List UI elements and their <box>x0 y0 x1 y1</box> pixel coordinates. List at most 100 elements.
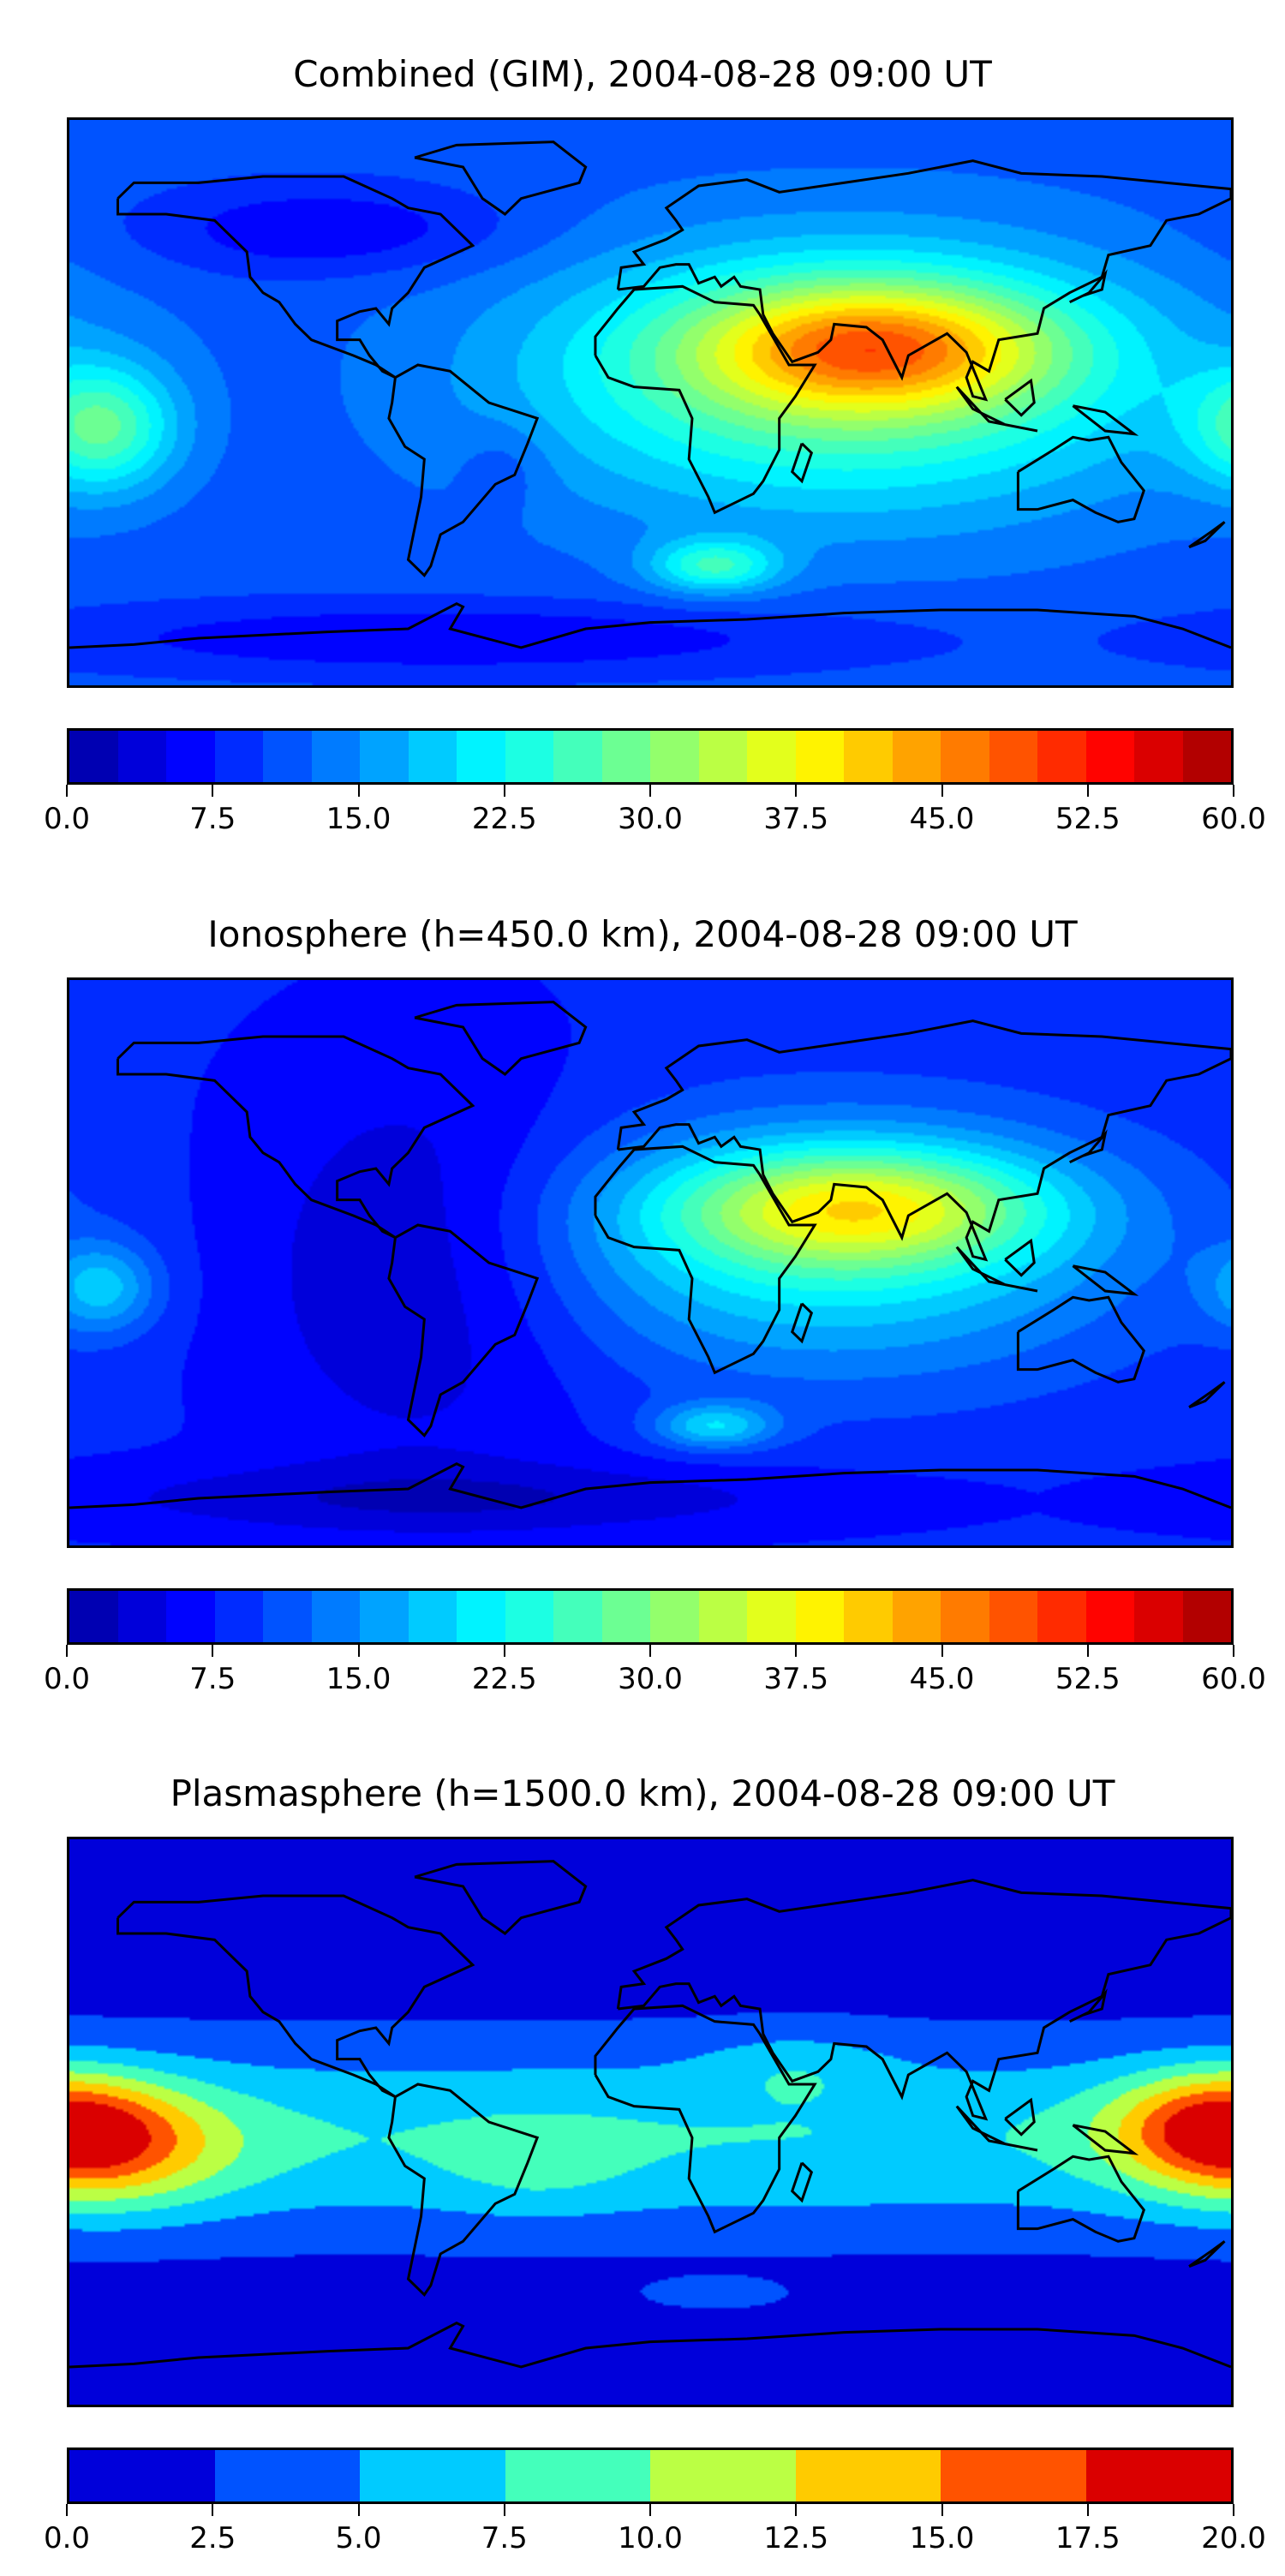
colorbar-tick-label: 37.5 <box>763 1662 829 1696</box>
coastlines <box>69 980 1231 1545</box>
colorbar-level-19 <box>989 731 1037 782</box>
coastline <box>1070 1134 1105 1162</box>
colorbar-tick <box>212 1645 214 1657</box>
colorbar-tick-label: 7.5 <box>189 802 236 836</box>
coastline <box>1189 2241 1224 2266</box>
colorbar-level-7 <box>408 1591 457 1642</box>
contour-field <box>69 980 1231 1545</box>
panel-plasmasphere: Plasmasphere (h=1500.0 km), 2004-08-28 0… <box>0 1719 1285 2576</box>
coastline <box>618 1021 1231 1260</box>
colorbar-tick-label: 15.0 <box>909 2521 975 2555</box>
colorbar-level-1 <box>117 731 166 782</box>
colorbar-tick <box>66 2504 68 2516</box>
colorbar-level-18 <box>941 1591 989 1642</box>
colorbar-tick-label: 60.0 <box>1201 1662 1266 1696</box>
coastline <box>1073 1266 1134 1294</box>
colorbar-level-22 <box>1134 1591 1183 1642</box>
colorbar-tick <box>1086 785 1089 797</box>
colorbar-tick-label: 30.0 <box>618 1662 683 1696</box>
colorbar-tick <box>66 785 68 797</box>
colorbar-tick-label: 7.5 <box>189 1662 236 1696</box>
coastline <box>957 2107 1037 2150</box>
colorbar-level-6 <box>360 1591 409 1642</box>
colorbar-tick <box>649 785 651 797</box>
colorbar-tick <box>1086 2504 1089 2516</box>
colorbar-level-7 <box>408 731 457 782</box>
colorbar-tick <box>212 2504 214 2516</box>
colorbar-tick-label: 0.0 <box>43 2521 91 2555</box>
colorbar-level-6 <box>941 2450 1086 2501</box>
colorbar-tick <box>357 1645 360 1657</box>
colorbar-level-8 <box>457 1591 505 1642</box>
colorbar-level-5 <box>795 2450 941 2501</box>
coastline <box>1005 380 1034 415</box>
colorbar-tick-label: 22.5 <box>471 802 537 836</box>
colorbar-tick-label: 7.5 <box>481 2521 528 2555</box>
coastline <box>1070 274 1105 302</box>
colorbar-tick <box>503 785 505 797</box>
colorbar-tick <box>795 1645 798 1657</box>
coastline <box>1189 522 1224 547</box>
colorbar-tick-label: 52.5 <box>1055 802 1121 836</box>
panel-ionosphere: Ionosphere (h=450.0 km), 2004-08-28 09:0… <box>0 860 1285 1717</box>
coastline <box>389 365 537 576</box>
colorbar-level-16 <box>844 1591 893 1642</box>
coastline <box>595 286 815 512</box>
colorbar-level-22 <box>1134 731 1183 782</box>
coastline <box>618 161 1231 400</box>
colorbar-level-2 <box>166 731 215 782</box>
colorbar-level-4 <box>263 1591 312 1642</box>
colorbar-level-3 <box>214 731 263 782</box>
colorbar-tick-label: 20.0 <box>1201 2521 1266 2555</box>
colorbar-tick <box>212 785 214 797</box>
coastline <box>415 1862 586 1933</box>
colorbar-level-20 <box>1037 1591 1086 1642</box>
coastline <box>957 1247 1037 1291</box>
colorbar-level-16 <box>844 731 893 782</box>
coastline <box>1005 2100 1034 2134</box>
colorbar-level-10 <box>553 1591 602 1642</box>
coastline <box>69 1464 1231 1508</box>
colorbar-tick-label: 12.5 <box>763 2521 829 2555</box>
coastline <box>1005 1240 1034 1275</box>
colorbar-level-3 <box>505 2450 650 2501</box>
colorbar-tick-label: 10.0 <box>618 2521 683 2555</box>
colorbar-tick <box>795 785 798 797</box>
colorbar-level-1 <box>117 1591 166 1642</box>
colorbar-level-15 <box>795 1591 844 1642</box>
coastline <box>118 1896 473 2097</box>
coastline <box>792 444 812 481</box>
colorbar-level-21 <box>1085 1591 1134 1642</box>
colorbar-tick-label: 22.5 <box>471 1662 537 1696</box>
colorbar-level-6 <box>360 731 409 782</box>
colorbar-level-14 <box>747 1591 796 1642</box>
coastline <box>415 142 586 214</box>
colorbar-level-10 <box>553 731 602 782</box>
coastline <box>957 387 1037 431</box>
colorbar-level-15 <box>795 731 844 782</box>
colorbar-level-17 <box>892 731 941 782</box>
tec-map <box>67 117 1234 688</box>
colorbar-level-23 <box>1182 731 1231 782</box>
colorbar-tick <box>649 2504 651 2516</box>
coastline <box>595 2005 815 2232</box>
colorbar-tick <box>503 2504 505 2516</box>
colorbar-tick-label: 2.5 <box>189 2521 236 2555</box>
colorbar-level-8 <box>457 731 505 782</box>
colorbar-tick <box>1233 2504 1234 2516</box>
coastline <box>618 1880 1231 2119</box>
colorbar-tick <box>1233 785 1234 797</box>
colorbar-tick <box>795 2504 798 2516</box>
contour-field <box>69 1839 1231 2405</box>
colorbar-level-13 <box>698 1591 747 1642</box>
colorbar <box>67 1588 1234 1645</box>
colorbar-level-0 <box>69 731 118 782</box>
coastline <box>415 1002 586 1074</box>
colorbar-tick <box>66 1645 68 1657</box>
colorbar-tick <box>357 785 360 797</box>
colorbar-level-11 <box>601 731 650 782</box>
colorbar-tick-label: 15.0 <box>326 1662 391 1696</box>
coastline <box>792 1304 812 1342</box>
colorbar-level-9 <box>505 1591 553 1642</box>
colorbar <box>67 2447 1234 2504</box>
